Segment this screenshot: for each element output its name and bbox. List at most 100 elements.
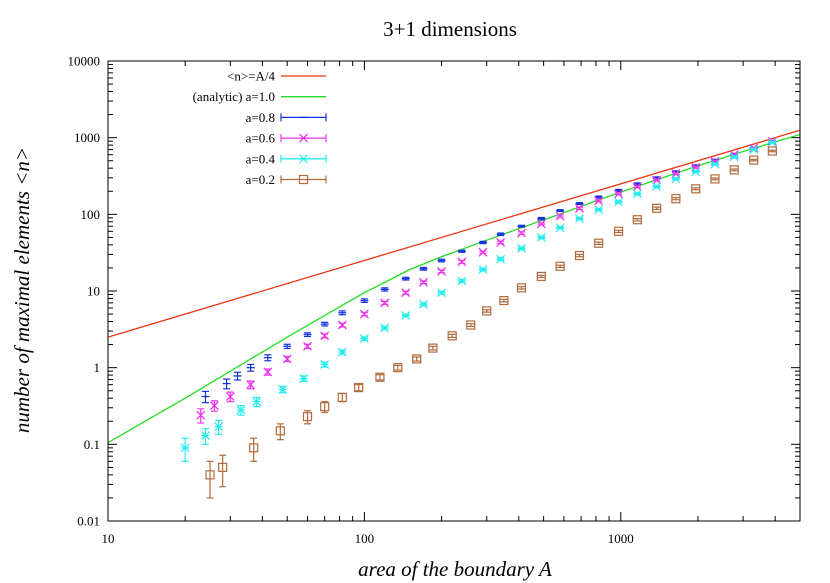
data-point bbox=[536, 271, 546, 282]
data-point bbox=[749, 155, 759, 165]
legend-entry: a=0.4 bbox=[246, 151, 327, 166]
x-tick-label: 1000 bbox=[608, 531, 634, 546]
data-point-marker bbox=[594, 238, 604, 248]
y-tick-label: 10 bbox=[87, 284, 100, 299]
data-point-marker bbox=[263, 367, 273, 377]
data-point bbox=[278, 385, 288, 394]
data-point bbox=[632, 182, 642, 192]
data-point-marker bbox=[652, 203, 662, 213]
data-point-marker bbox=[249, 443, 259, 453]
data-point-marker bbox=[536, 232, 546, 242]
data-point bbox=[691, 167, 701, 177]
data-point-marker bbox=[710, 159, 720, 169]
data-point-marker bbox=[437, 266, 447, 276]
data-point-marker bbox=[614, 189, 623, 199]
data-point bbox=[299, 374, 309, 384]
data-point bbox=[320, 401, 330, 414]
data-point bbox=[233, 371, 242, 381]
x-tick-label: 10 bbox=[102, 531, 115, 546]
data-point-marker bbox=[225, 392, 235, 402]
data-point bbox=[236, 405, 246, 416]
data-point-marker bbox=[555, 223, 565, 233]
data-point-marker bbox=[419, 277, 428, 287]
legend-entry: <n>=A/4 bbox=[227, 69, 326, 84]
data-point-marker bbox=[478, 265, 488, 275]
data-point-marker bbox=[652, 175, 662, 185]
data-point-marker bbox=[614, 197, 623, 207]
data-point-marker bbox=[278, 385, 288, 394]
data-point bbox=[283, 343, 292, 350]
legend-label: <n>=A/4 bbox=[227, 69, 275, 84]
data-point-marker bbox=[575, 203, 584, 213]
data-point-marker bbox=[282, 354, 292, 364]
data-point bbox=[710, 159, 720, 169]
data-point bbox=[393, 363, 403, 373]
legend-label: a=0.2 bbox=[246, 172, 275, 187]
data-point bbox=[437, 266, 447, 276]
data-point bbox=[263, 367, 273, 377]
data-point bbox=[457, 257, 467, 267]
data-point bbox=[536, 232, 546, 242]
data-point bbox=[246, 363, 255, 372]
data-point-marker bbox=[749, 145, 759, 154]
legend-entry: (analytic) a=1.0 bbox=[193, 89, 326, 104]
data-point bbox=[575, 202, 584, 206]
data-point bbox=[517, 228, 526, 238]
data-point-marker bbox=[246, 380, 256, 390]
data-point bbox=[517, 224, 526, 228]
y-tick-label: 1000 bbox=[74, 130, 100, 145]
data-point bbox=[303, 332, 312, 338]
data-point-marker bbox=[252, 397, 262, 407]
legend: <n>=A/4 (analytic) a=1.0 a=0.8 a=0.6 a=0.4 a=… bbox=[193, 69, 327, 187]
data-point-marker bbox=[710, 174, 720, 184]
data-point-marker bbox=[632, 189, 642, 199]
data-point bbox=[419, 266, 428, 271]
data-point-marker bbox=[516, 283, 527, 293]
data-point bbox=[537, 216, 546, 221]
data-point bbox=[466, 320, 476, 330]
data-point-marker bbox=[517, 228, 526, 238]
data-point-marker bbox=[209, 401, 219, 411]
data-point-marker bbox=[499, 295, 509, 306]
data-point bbox=[496, 254, 506, 264]
data-point-marker bbox=[275, 426, 285, 436]
data-point bbox=[209, 400, 219, 412]
data-point bbox=[320, 360, 330, 369]
data-point bbox=[594, 238, 604, 248]
data-point bbox=[419, 277, 428, 287]
data-point-marker bbox=[632, 215, 642, 225]
data-point bbox=[337, 392, 347, 403]
data-point bbox=[691, 162, 701, 172]
data-point bbox=[252, 396, 262, 408]
data-point bbox=[249, 437, 259, 462]
data-point-marker bbox=[412, 354, 422, 364]
data-point-marker bbox=[218, 462, 228, 473]
data-point bbox=[767, 137, 777, 147]
legend-entry: a=0.2 bbox=[246, 172, 327, 187]
plot-series bbox=[108, 129, 800, 499]
data-point bbox=[613, 226, 624, 236]
data-point-marker bbox=[749, 155, 759, 165]
data-point-marker bbox=[496, 237, 506, 247]
data-point-marker bbox=[632, 182, 642, 192]
legend-sample-marker bbox=[299, 133, 308, 143]
data-point bbox=[555, 223, 565, 233]
data-point-marker bbox=[447, 331, 457, 341]
data-point bbox=[401, 311, 411, 320]
data-point-marker bbox=[671, 174, 681, 184]
data-point-marker bbox=[375, 372, 385, 382]
data-point bbox=[614, 189, 623, 199]
data-point-marker bbox=[359, 309, 369, 319]
data-point-marker bbox=[205, 470, 215, 480]
data-point bbox=[767, 146, 777, 156]
data-point-marker bbox=[380, 298, 390, 308]
data-point bbox=[555, 261, 565, 271]
data-point bbox=[201, 390, 210, 404]
data-point bbox=[360, 298, 369, 304]
legend-label: (analytic) a=1.0 bbox=[193, 89, 275, 104]
data-point-marker bbox=[555, 211, 565, 221]
data-point bbox=[303, 341, 312, 351]
data-point-marker bbox=[575, 214, 584, 224]
data-point-marker bbox=[729, 165, 739, 175]
